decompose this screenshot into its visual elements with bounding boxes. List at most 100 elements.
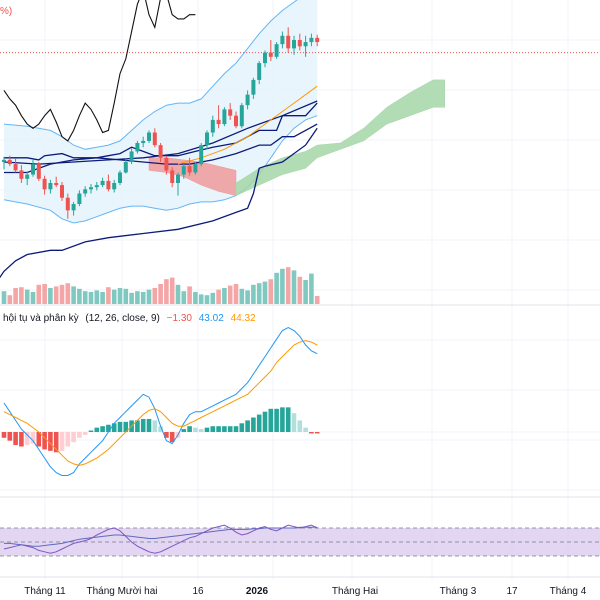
candle-body (112, 183, 117, 190)
candle (280, 31, 285, 49)
candle (210, 115, 215, 137)
macd-histogram-bar (233, 426, 239, 432)
lagging-span (3, 0, 196, 142)
candle (123, 158, 128, 174)
volume-bar (216, 289, 221, 304)
volume-bar (222, 288, 227, 304)
macd-histogram-bar (309, 432, 314, 434)
candle-body (268, 52, 273, 57)
rsi-band (0, 528, 600, 556)
macd-histogram-bar (222, 426, 227, 432)
candle (274, 42, 279, 59)
candle (205, 130, 209, 150)
macd-histogram-bar (227, 426, 233, 432)
candle (239, 103, 244, 129)
candle-body (176, 174, 180, 183)
macd-legend: hội tụ và phân kỳ (12, 26, close, 9) −1.… (3, 313, 256, 324)
volume-bar (106, 287, 111, 304)
volume-bar (227, 285, 233, 304)
macd-histogram-bar (314, 432, 320, 434)
macd-histogram-bar (42, 432, 47, 450)
macd-histogram-bar (152, 420, 158, 432)
candle (106, 174, 111, 192)
candle-body (315, 37, 320, 43)
candle (158, 143, 163, 162)
candle (257, 61, 262, 85)
candle-body (135, 143, 140, 152)
macd-histogram-bar (262, 411, 268, 432)
macd-histogram-bar (1, 432, 7, 438)
volume-bar (274, 272, 279, 304)
x-axis-tick-label: 17 (506, 586, 518, 597)
volume-bar (88, 292, 94, 304)
ichimoku-cloud-bullish (235, 79, 446, 196)
price-pane[interactable] (0, 0, 600, 288)
candle (129, 148, 134, 165)
candle (112, 179, 117, 193)
volume-bar (297, 276, 303, 304)
macd-histogram-bar (94, 427, 100, 432)
candle (268, 39, 273, 61)
macd-pane[interactable] (0, 327, 600, 476)
macd-histogram-bar (88, 430, 94, 432)
macd-histogram-bar (193, 427, 198, 432)
volume-bar (48, 288, 53, 304)
candle-body (187, 166, 192, 173)
x-axis-tick-label: Tháng Hai (332, 586, 378, 597)
x-axis-tick-label: Tháng 4 (550, 586, 587, 597)
candle-body (158, 145, 163, 158)
candle-body (199, 145, 204, 165)
time-axis: Tháng 11 Tháng Mười hai 16 2026 Tháng Hai Thá… (24, 586, 587, 597)
macd-histogram-bar (71, 432, 76, 443)
macd-histogram-bar (24, 432, 30, 446)
x-axis-tick-label: Tháng 11 (24, 586, 66, 597)
volume-bar (175, 284, 181, 304)
macd-histogram-bar (239, 423, 245, 432)
bollinger-upper (3, 0, 298, 150)
volume-bar (65, 283, 71, 304)
volume-bar (285, 267, 291, 304)
candle (89, 184, 93, 194)
volume-bar (1, 291, 7, 304)
candle (193, 161, 198, 175)
volume-bar (164, 279, 169, 304)
candle (60, 181, 64, 201)
x-axis-tick-label: 16 (192, 586, 204, 597)
volume-bar (59, 284, 65, 304)
macd-histogram-bar (291, 413, 297, 432)
candle (141, 136, 146, 148)
macd-histogram-bar (268, 408, 274, 432)
macd-value-histogram: −1.30 (167, 313, 193, 324)
candle (100, 177, 105, 188)
macd-histogram-bar (280, 407, 285, 432)
macd-histogram-bar (123, 421, 129, 432)
bollinger-lower (3, 115, 318, 224)
volume-bar (152, 288, 158, 304)
candle-body (210, 119, 215, 133)
candle (309, 33, 314, 47)
candle-body (141, 140, 146, 144)
candle (77, 190, 82, 207)
candle (7, 155, 12, 167)
volume-bar (169, 277, 175, 304)
candle-body (164, 157, 169, 171)
candle-body (147, 132, 151, 141)
candle-body (77, 193, 82, 205)
candle (25, 171, 30, 186)
macd-value-macd: 43.02 (199, 313, 224, 324)
candle-body (13, 164, 18, 171)
volume-bar (140, 292, 146, 304)
candle-body (193, 164, 198, 173)
candle-body (36, 164, 41, 179)
candle-body (89, 187, 93, 190)
candle (251, 77, 256, 99)
rsi-pane[interactable] (0, 524, 600, 557)
candle (152, 128, 157, 148)
volume-bar (233, 284, 239, 304)
macd-histogram-bar (135, 420, 140, 432)
candle-body (170, 170, 175, 183)
macd-histogram-bar (82, 432, 88, 435)
candle (181, 164, 186, 179)
candle (71, 201, 76, 216)
